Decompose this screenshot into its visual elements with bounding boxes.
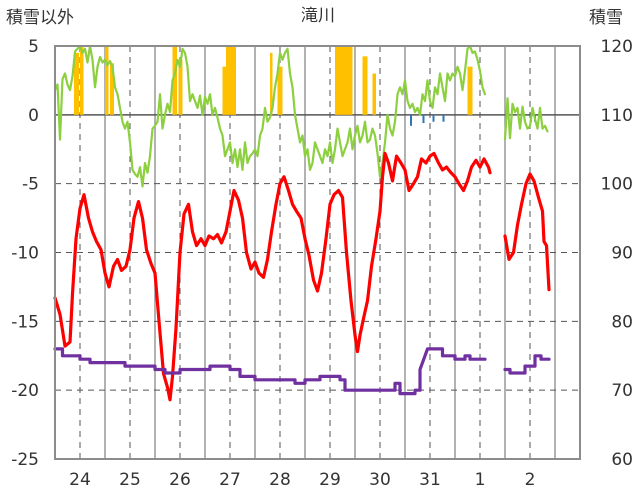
sunshine-bar [372,73,376,115]
right-tick-label: 90 [611,244,633,264]
sunshine-bars [74,46,473,115]
left-axis-ticks: 5 0 -5 -10 -15 -20 -25 [11,37,39,470]
precipitation-bar [432,114,435,122]
x-tick-label: 31 [419,470,441,490]
sunshine-bar [226,46,236,115]
series-line-green [53,44,549,188]
right-tick-label: 70 [611,381,633,401]
left-tick-label: -20 [11,381,39,401]
left-tick-label: -15 [11,312,39,332]
right-tick-label: 120 [601,37,633,57]
sunshine-bar [80,46,84,115]
plot-frame [54,45,581,460]
left-tick-label: -25 [11,450,39,470]
left-axis-label: 積雪以外 [6,8,74,28]
chart-title: 滝川 [301,6,335,26]
sunshine-bar [172,46,177,115]
sunshine-bar [222,66,226,115]
right-axis-ticks: 120 110 100 90 80 70 60 [601,37,633,470]
left-tick-label: 5 [28,37,39,57]
sunshine-bar [110,63,114,115]
sunshine-bar [74,52,79,115]
sunshine-bar [362,56,368,115]
sunshine-bar [105,46,109,115]
sunshine-bar [467,66,473,115]
precipitation-bar [410,114,412,126]
precipitation-bars [410,114,536,126]
sunshine-bar [335,46,343,115]
x-tick-label: 25 [119,470,141,490]
precipitation-bar [442,114,445,122]
x-tick-label: 24 [69,470,91,490]
x-axis-ticks: 24 25 26 27 28 29 30 31 1 2 [69,470,535,490]
series-line-temperature [53,151,551,402]
right-axis-label: 積雪 [589,8,623,28]
x-tick-label: 1 [475,470,486,490]
sunshine-bar [178,59,183,115]
x-tick-label: 29 [319,470,341,490]
left-tick-label: -5 [22,175,39,195]
sunshine-bar [270,52,273,115]
right-tick-label: 110 [601,106,633,126]
left-tick-label: 0 [28,106,39,126]
grid [55,46,580,459]
x-tick-label: 26 [169,470,191,490]
x-tick-label: 27 [219,470,241,490]
series-line-snow-depth [53,347,551,396]
sunshine-bar [342,46,353,115]
series-lines [53,44,551,402]
right-tick-label: 60 [611,450,633,470]
sunshine-bar [277,66,283,115]
right-tick-label: 80 [611,312,633,332]
left-tick-label: -10 [11,244,39,264]
precipitation-bar [422,114,425,124]
x-tick-label: 30 [369,470,391,490]
x-tick-label: 2 [525,470,536,490]
right-tick-label: 100 [601,175,633,195]
x-tick-label: 28 [269,470,291,490]
